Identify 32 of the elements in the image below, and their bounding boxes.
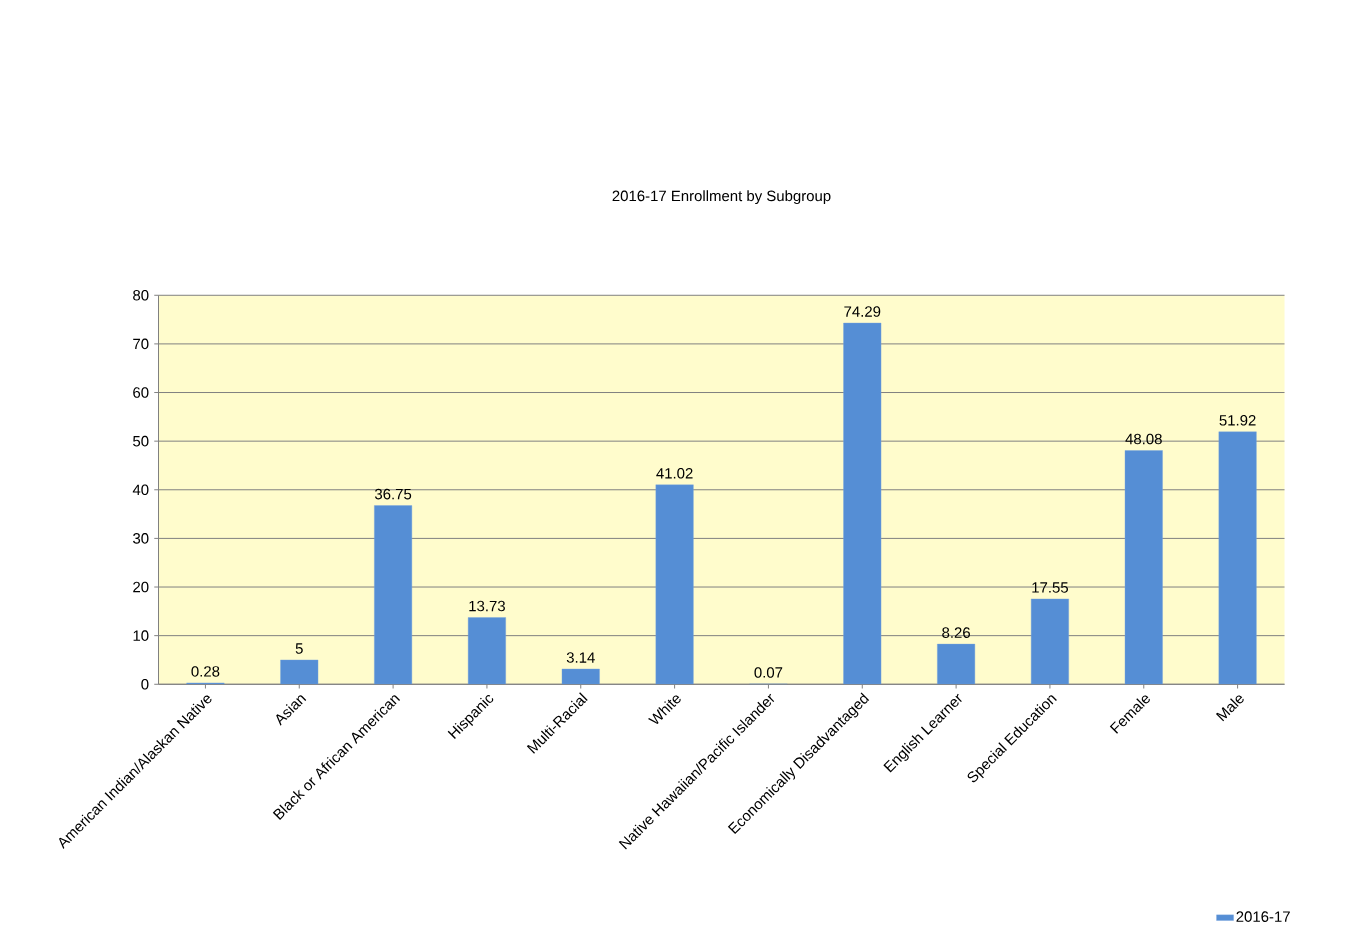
data-label: 13.73	[469, 600, 505, 612]
bar	[467, 617, 506, 685]
data-label: 0.07	[754, 667, 783, 678]
data-label: 8.26	[942, 627, 970, 638]
data-label: 3.14	[566, 652, 595, 663]
data-label: 5	[295, 643, 303, 654]
y-tick-label: 30	[133, 533, 149, 544]
bar	[937, 643, 976, 685]
data-label: 17.55	[1032, 582, 1069, 593]
legend-label: 2016-17	[1236, 911, 1290, 922]
chart-title: 2016-17 Enrollment by Subgroup	[612, 190, 831, 205]
y-tick-label: 50	[133, 435, 149, 447]
y-tick-label: 40	[132, 484, 149, 496]
data-label: 41.02	[656, 468, 693, 479]
data-label: 0.28	[191, 666, 220, 677]
bar	[280, 659, 319, 685]
data-label: 74.29	[844, 306, 881, 317]
bar	[374, 505, 413, 685]
bar	[1030, 598, 1069, 685]
bar	[655, 484, 694, 685]
y-tick-label: 20	[133, 581, 149, 593]
data-label: 51.92	[1219, 415, 1256, 426]
y-tick-label: 70	[133, 338, 149, 350]
y-tick-label: 10	[133, 630, 149, 641]
bar	[1218, 431, 1257, 685]
data-label: 36.75	[374, 488, 412, 500]
bar	[1124, 450, 1163, 685]
bar	[843, 322, 882, 685]
y-tick-label: 80	[133, 289, 149, 301]
y-tick-label: 60	[133, 387, 149, 398]
y-tick-label: 0	[141, 678, 149, 690]
data-label: 48.08	[1125, 433, 1162, 445]
